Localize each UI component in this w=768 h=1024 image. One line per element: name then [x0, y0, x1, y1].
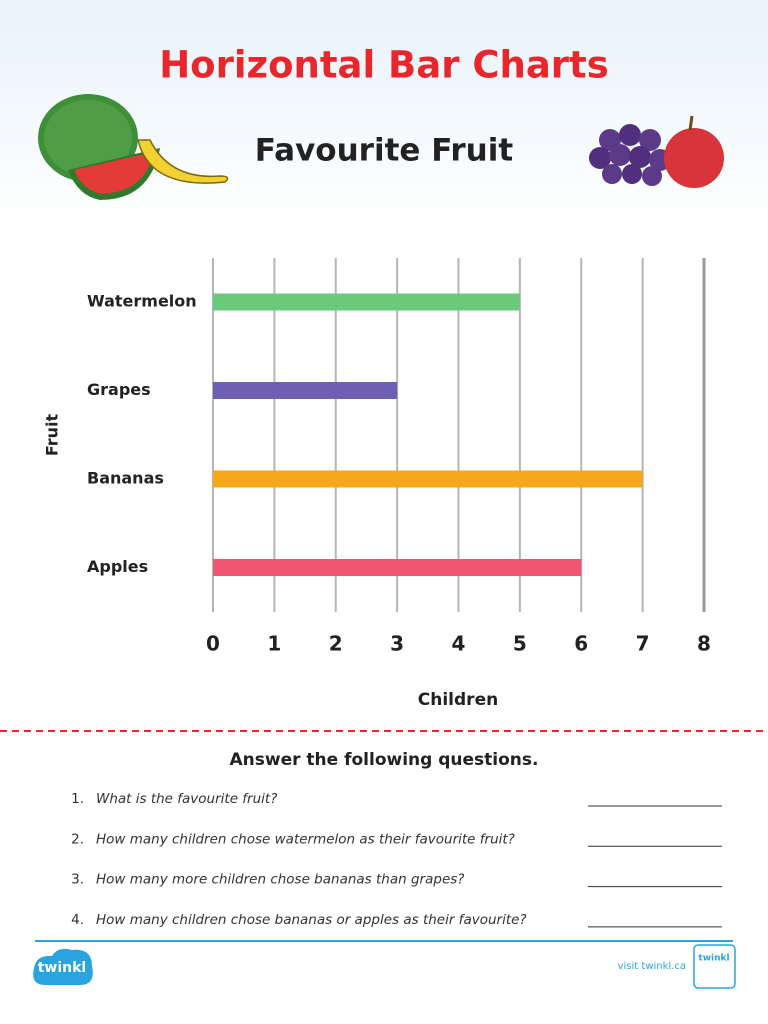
x-tick-label: 8 [697, 632, 711, 656]
badge [693, 944, 736, 989]
logo-cloud [33, 948, 93, 985]
x-tick-label: 2 [329, 632, 343, 656]
x-tick-label: 0 [206, 632, 220, 656]
question-number: 4. [71, 912, 84, 928]
question-number: 1. [71, 791, 84, 807]
chart-title: Favourite Fruit [255, 133, 514, 169]
x-axis-label: Children [418, 690, 498, 710]
x-tick-label: 3 [390, 632, 404, 656]
bar [213, 293, 520, 311]
question-text: How many more children chose bananas tha… [96, 872, 464, 888]
x-tick-label: 6 [574, 632, 588, 656]
question-text: How many children chose bananas or apple… [96, 912, 527, 928]
page-title: Horizontal Bar Charts [159, 44, 609, 87]
bar [213, 470, 643, 488]
question-number: 2. [71, 831, 84, 847]
watermelon-banana-illustration [38, 94, 229, 200]
question-text: What is the favourite fruit? [96, 791, 277, 807]
logo: twinkl [38, 960, 87, 976]
y-tick-label: Grapes [87, 380, 151, 399]
bar [213, 559, 582, 576]
y-tick-label: Apples [87, 557, 148, 576]
footer-link[interactable]: visit twinkl.ca [618, 961, 686, 972]
x-tick-label: 7 [636, 632, 650, 656]
x-tick-label: 4 [452, 632, 466, 656]
grapes-apple-illustration [589, 115, 724, 188]
badge-text: twinkl [698, 954, 729, 964]
x-tick-label: 5 [513, 632, 527, 656]
y-tick-label: Watermelon [87, 292, 197, 311]
question-number: 3. [71, 872, 84, 888]
x-tick-label: 1 [267, 632, 281, 656]
y-tick-label: Bananas [87, 469, 164, 488]
y-axis-label: Fruit [43, 413, 62, 456]
question-text: How many children chose watermelon as th… [96, 831, 515, 847]
bar [213, 382, 398, 399]
questions-heading: Answer the following questions. [230, 750, 539, 770]
